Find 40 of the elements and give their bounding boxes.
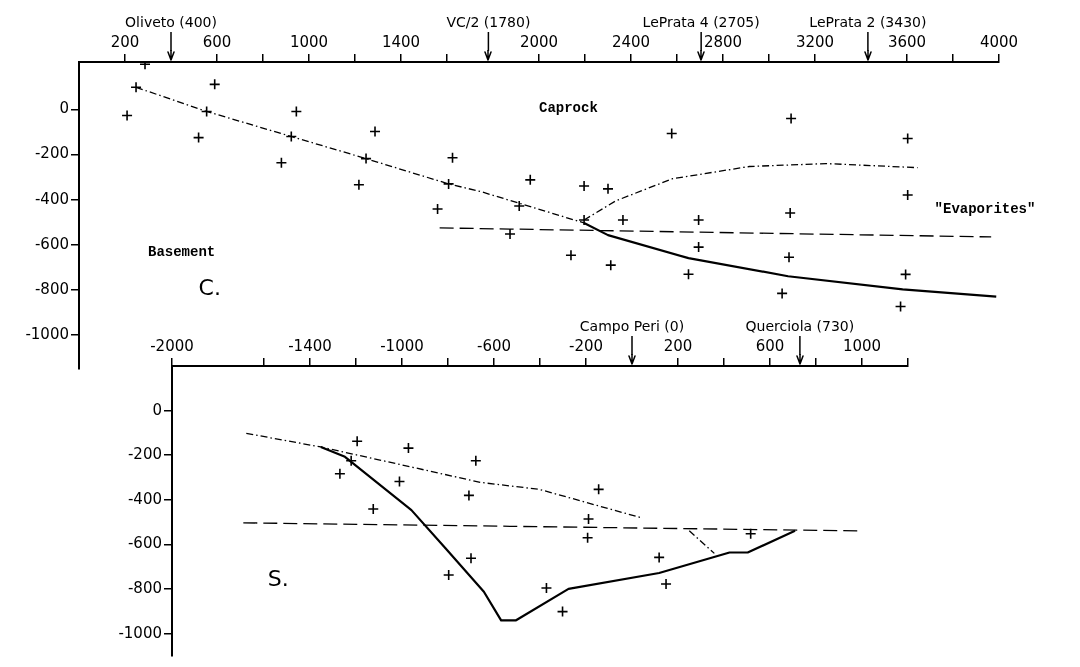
x-tick-label: 1400: [381, 32, 421, 51]
annotation: "Evaporites": [934, 200, 1036, 217]
x-tick-label: -600: [476, 336, 512, 355]
x-tick-label: 3200: [795, 32, 835, 51]
x-tick-label: 200: [110, 32, 140, 51]
ref-line-label: LePrata 4 (2705): [642, 13, 760, 30]
y-tick-label: -600: [127, 534, 162, 553]
ref-line-label: Campo Peri (0): [579, 317, 685, 334]
y-tick-label: -600: [34, 234, 69, 253]
x-tick-label: -2000: [150, 336, 194, 355]
y-tick-label: -400: [34, 189, 69, 208]
x-tick-label: 2400: [611, 32, 651, 51]
y-tick-label: 0: [59, 99, 69, 118]
x-tick-label: 1000: [289, 32, 329, 51]
annotation: Basement: [148, 243, 216, 260]
ref-line-label: LePrata 2 (3430): [809, 13, 927, 30]
ref-line-label: VC/2 (1780): [446, 13, 531, 30]
x-tick-label: 2800: [703, 32, 743, 51]
annotation: Caprock: [539, 99, 598, 116]
y-tick-label: -200: [34, 144, 69, 163]
y-tick-label: 0: [152, 400, 162, 419]
x-tick-label: -200: [568, 336, 604, 355]
y-tick-label: -800: [127, 578, 162, 597]
y-tick-label: -800: [34, 279, 69, 298]
x-tick-label: 2000: [519, 32, 559, 51]
ref-line-label: Oliveto (400): [125, 13, 217, 30]
x-tick-label: 600: [202, 32, 232, 51]
y-tick-label: -400: [127, 489, 162, 508]
y-tick-label: -200: [127, 445, 162, 464]
text: S.: [267, 566, 289, 592]
x-tick-label: 600: [755, 336, 785, 355]
x-tick-label: 3600: [887, 32, 927, 51]
text: C.: [198, 274, 221, 300]
x-tick-label: 200: [663, 336, 693, 355]
x-tick-label: -1400: [288, 336, 332, 355]
x-tick-label: -1000: [380, 336, 424, 355]
ref-line-label: Querciola (730): [745, 317, 855, 334]
y-tick-label: -1000: [118, 623, 162, 642]
x-tick-label: 4000: [979, 32, 1019, 51]
x-tick-label: 1000: [842, 336, 882, 355]
